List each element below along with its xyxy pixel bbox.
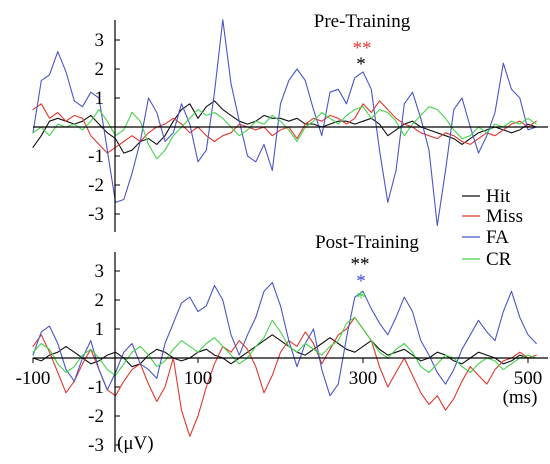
pre-training-y-tick-label: -1: [88, 146, 104, 167]
post-training-y-tick-label: 2: [95, 290, 105, 311]
legend: Hit Miss FA CR: [462, 186, 523, 270]
legend-label-miss: Miss: [486, 206, 523, 227]
pre-training-sig-black: *: [356, 54, 366, 75]
post-training-panel: 321-1-2-3 -100 100 300 500 Post-Training **…: [16, 232, 548, 456]
x-tick-label: -100: [16, 368, 51, 389]
x-axis-unit-label: (ms): [503, 387, 538, 408]
post-training-sig-green: *: [356, 288, 366, 309]
pre-training-y-tick-label: 1: [95, 88, 105, 109]
post-training-series-fa: [32, 282, 537, 397]
pre-training-y-tick-label: 3: [95, 30, 105, 51]
pre-training-sig-red: **: [353, 38, 372, 59]
legend-item-cr: CR: [462, 249, 512, 270]
post-training-waveforms: [32, 282, 537, 437]
pre-training-panel: 3 2 1 -1 -2 -3 Pre-Training ** *: [32, 11, 548, 232]
y-axis-unit-label: (μV): [117, 433, 154, 454]
post-training-series-hit: [32, 334, 537, 368]
pre-training-y-tick-label: 2: [95, 59, 105, 80]
legend-item-hit: Hit: [462, 186, 511, 207]
pre-training-series-miss: [32, 100, 537, 154]
pre-training-y-tick-label: -2: [88, 175, 104, 196]
legend-item-fa: FA: [462, 227, 509, 248]
pre-training-series-fa: [32, 19, 537, 227]
post-training-title: Post-Training: [315, 232, 419, 253]
post-training-series-miss: [32, 316, 537, 437]
post-training-y-tick-label: 3: [95, 261, 105, 282]
pre-training-series-cr: [32, 106, 537, 160]
legend-label-fa: FA: [486, 227, 509, 248]
pre-training-y-tick-label: -3: [88, 204, 104, 225]
post-training-y-tick-label: 1: [95, 319, 105, 340]
x-tick-label: 100: [184, 368, 213, 389]
legend-item-miss: Miss: [462, 206, 523, 227]
pre-training-y-ticks: 3 2 1 -1 -2 -3: [88, 30, 120, 225]
x-tick-label: 300: [349, 368, 378, 389]
pre-training-series-hit: [32, 100, 537, 154]
post-training-x-ticks: -100 100 300 500: [16, 358, 543, 389]
legend-label-hit: Hit: [486, 186, 511, 207]
post-training-y-tick-label: -1: [88, 377, 104, 398]
post-training-sig-blue: *: [356, 271, 366, 292]
post-training-y-ticks: 3 2 1 -1 -2 -3: [88, 261, 120, 456]
pre-training-title: Pre-Training: [314, 11, 411, 32]
post-training-y-tick-label: -2: [88, 406, 104, 427]
x-tick-label: 500: [514, 368, 543, 389]
post-training-y-tick-label: -3: [88, 435, 104, 456]
legend-label-cr: CR: [486, 249, 512, 270]
pre-training-waveforms: [32, 19, 537, 227]
post-training-sig-black: **: [351, 254, 370, 275]
